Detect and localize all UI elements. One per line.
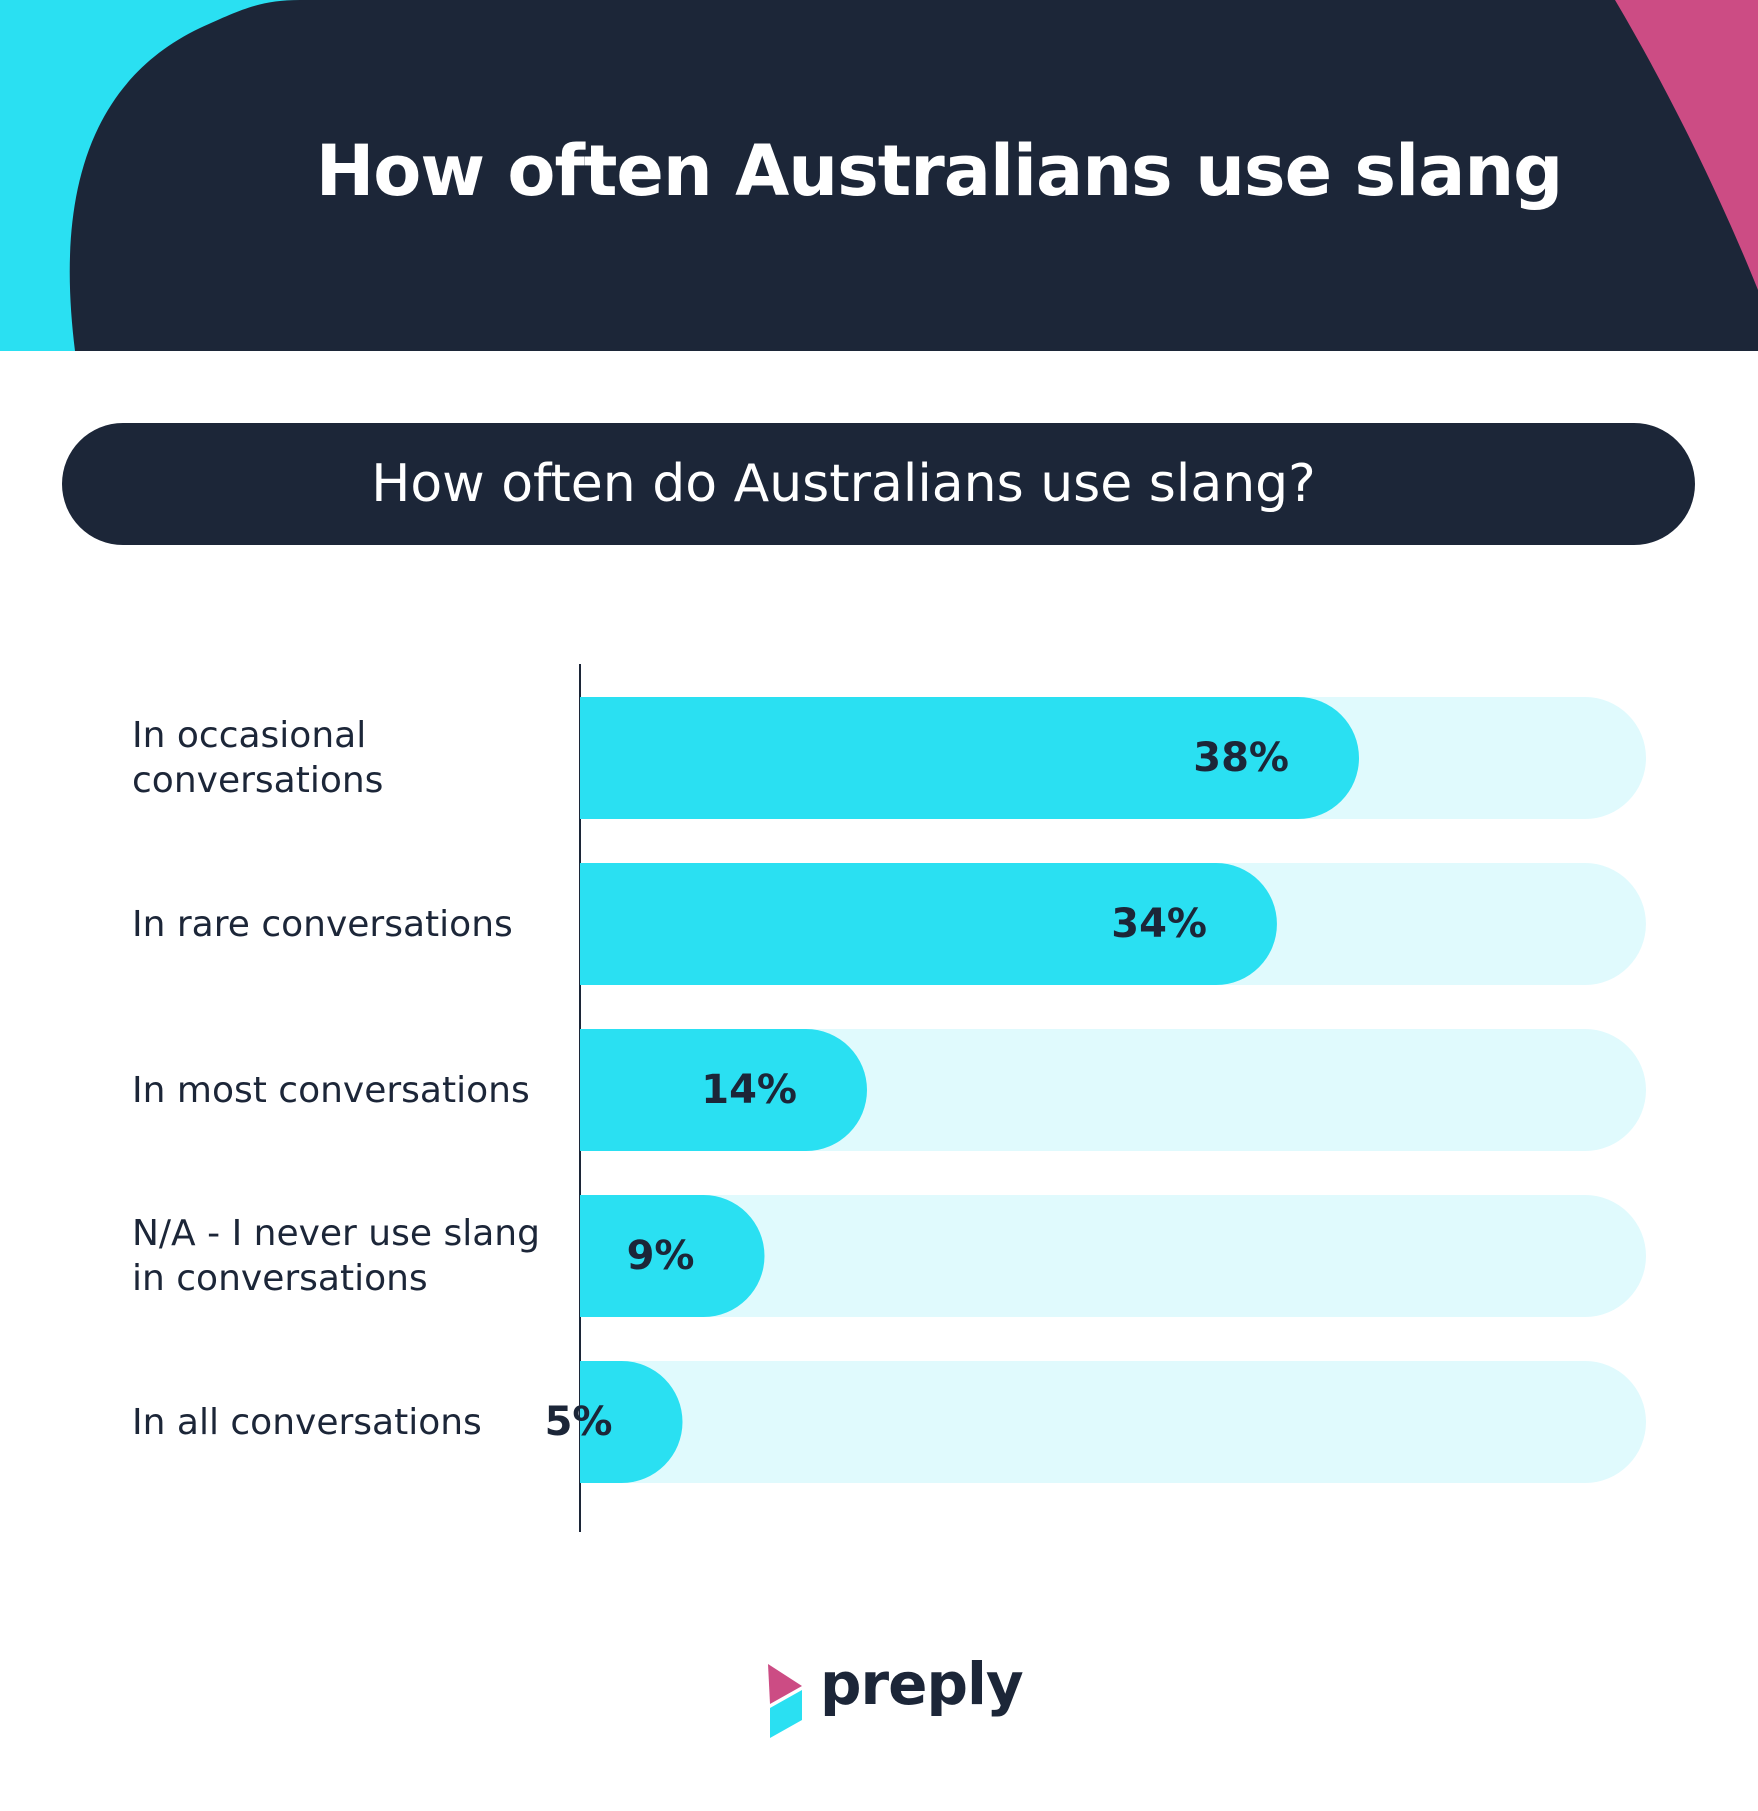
bar-value-label: 9% [626, 1233, 695, 1279]
category-label: In most conversations [132, 1069, 530, 1111]
header-dark-shape [69, 0, 1758, 351]
bar-value-label: 5% [544, 1399, 613, 1445]
logo-mark-bottom [770, 1690, 802, 1738]
category-label: In rare conversations [132, 903, 513, 945]
bar [580, 1029, 867, 1151]
bar [580, 1361, 683, 1483]
bar [580, 697, 1359, 819]
bar-track [580, 1195, 1646, 1317]
bar [580, 863, 1277, 985]
bar-value-label: 34% [1111, 901, 1207, 947]
preply-logo [768, 1664, 802, 1738]
chart-question-pill: How often do Australians use slang? [62, 423, 1695, 545]
brand-name: preply [820, 1650, 1024, 1718]
category-label: In all conversations [132, 1401, 482, 1443]
logo-mark-top [768, 1664, 802, 1704]
bar-value-label: 14% [701, 1067, 797, 1113]
bar-value-label: 38% [1193, 735, 1289, 781]
bar-track [580, 1361, 1646, 1483]
header-background [0, 0, 1758, 351]
bar [580, 1195, 765, 1317]
category-label: N/A - I never use slang in conversations [132, 1213, 540, 1299]
bars-group [580, 697, 1646, 1483]
chart-question-text: How often do Australians use slang? [371, 454, 1316, 514]
category-label: In occasional conversations [132, 715, 384, 801]
page-title: How often Australians use slang [315, 129, 1564, 212]
